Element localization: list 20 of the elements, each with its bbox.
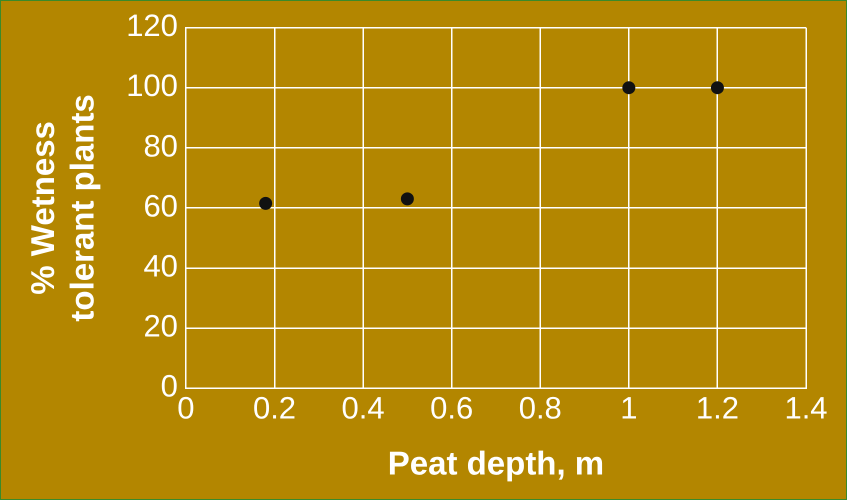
x-tick-label: 0.2 (252, 390, 296, 426)
point (259, 196, 272, 210)
y-tick-label: 40 (143, 248, 178, 284)
x-tick-label: 0.4 (342, 390, 385, 426)
point (710, 81, 724, 94)
point (622, 81, 636, 94)
y-tick-label: 60 (143, 188, 178, 224)
point (400, 192, 414, 206)
x-tick-label: 1 (620, 390, 638, 426)
x-tick-label: 0.8 (518, 390, 562, 426)
x-tick-label: 0.6 (430, 390, 474, 426)
x-tick-label: 1.2 (696, 390, 739, 426)
x-axis-title: Peat depth, m (388, 444, 604, 482)
y-tick-label: 120 (126, 8, 178, 44)
y-tick-label: 80 (143, 128, 178, 164)
y-tick-label: 100 (126, 68, 178, 104)
y-tick-label: 0 (160, 368, 178, 404)
y-axis-title: % Wetness tolerant plants (24, 94, 100, 322)
x-tick-label: 1.4 (784, 390, 828, 426)
y-tick-label: 20 (143, 308, 178, 344)
